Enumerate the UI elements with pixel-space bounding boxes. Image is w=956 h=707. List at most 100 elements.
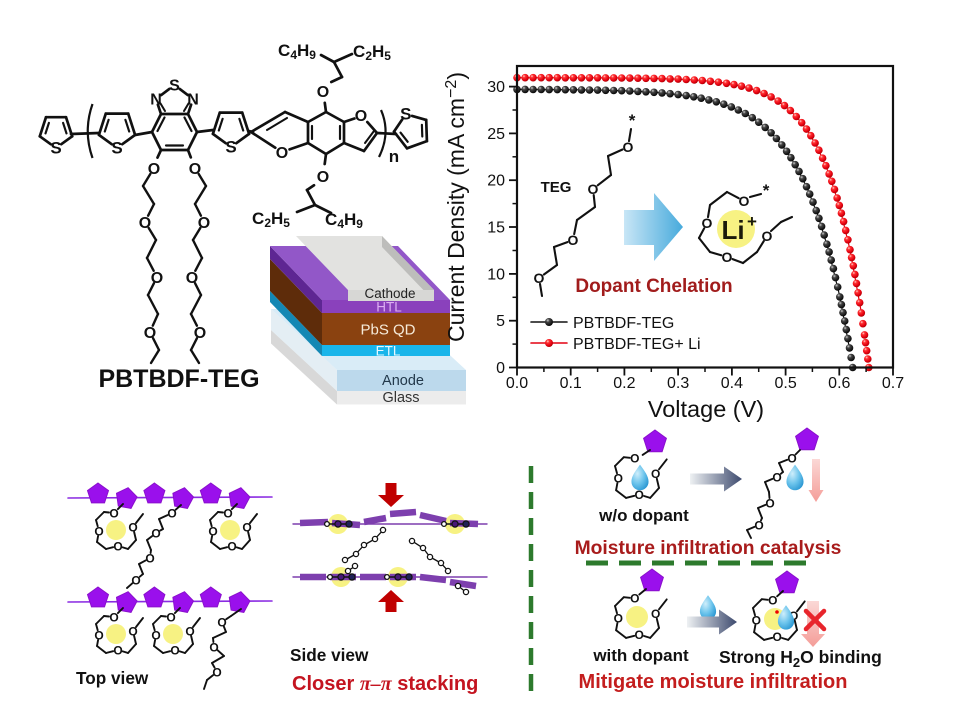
svg-text:0.4: 0.4 bbox=[721, 375, 743, 392]
svg-text:O: O bbox=[227, 539, 236, 553]
svg-text:5: 5 bbox=[496, 313, 505, 330]
svg-text:O: O bbox=[166, 610, 175, 624]
svg-text:O: O bbox=[167, 506, 176, 520]
svg-text:O: O bbox=[568, 232, 579, 248]
svg-text:N: N bbox=[150, 92, 162, 109]
svg-text:PbS QD: PbS QD bbox=[360, 321, 415, 338]
svg-text:Strong H2O binding: Strong H2O binding bbox=[719, 647, 882, 670]
svg-text:O: O bbox=[762, 228, 773, 244]
svg-text:Cathode: Cathode bbox=[364, 286, 415, 301]
svg-text:O: O bbox=[773, 630, 782, 644]
svg-text:O: O bbox=[194, 325, 206, 342]
svg-text:O: O bbox=[131, 573, 140, 587]
svg-text:n: n bbox=[389, 147, 399, 166]
svg-text:0.2: 0.2 bbox=[613, 375, 635, 392]
svg-text:O: O bbox=[148, 161, 160, 178]
svg-text:O: O bbox=[534, 270, 545, 286]
svg-text:O: O bbox=[765, 496, 774, 510]
svg-text:C4H9: C4H9 bbox=[278, 41, 316, 62]
svg-text:Side view: Side view bbox=[290, 645, 369, 665]
svg-text:with dopant: with dopant bbox=[592, 646, 689, 665]
svg-text:O: O bbox=[623, 139, 634, 155]
svg-text:O: O bbox=[789, 609, 798, 623]
svg-text:O: O bbox=[212, 665, 221, 679]
svg-text:HTL: HTL bbox=[376, 299, 402, 314]
svg-text:O: O bbox=[185, 624, 194, 638]
svg-text:0: 0 bbox=[496, 360, 505, 377]
svg-text:Anode: Anode bbox=[382, 373, 424, 389]
svg-text:O: O bbox=[651, 607, 660, 621]
svg-text:*: * bbox=[763, 181, 770, 200]
svg-text:O: O bbox=[722, 249, 733, 265]
svg-text:0.6: 0.6 bbox=[828, 375, 850, 392]
svg-text:20: 20 bbox=[487, 173, 505, 190]
svg-text:O: O bbox=[151, 270, 163, 287]
svg-text:O: O bbox=[614, 471, 623, 485]
svg-text:*: * bbox=[629, 111, 636, 130]
svg-text:O: O bbox=[208, 524, 217, 538]
svg-text:O: O bbox=[128, 520, 137, 534]
svg-text:O: O bbox=[772, 470, 781, 484]
svg-text:O: O bbox=[113, 539, 122, 553]
svg-text:O: O bbox=[94, 524, 103, 538]
svg-text:O: O bbox=[139, 215, 151, 232]
svg-text:O: O bbox=[276, 145, 288, 162]
svg-text:O: O bbox=[109, 506, 118, 520]
svg-text:Moisture infiltration catalysi: Moisture infiltration catalysis bbox=[575, 538, 842, 559]
svg-text:O: O bbox=[170, 643, 179, 657]
svg-text:O: O bbox=[113, 643, 122, 657]
svg-text:Glass: Glass bbox=[382, 390, 419, 406]
svg-text:O: O bbox=[702, 215, 713, 231]
svg-text:O: O bbox=[317, 84, 329, 101]
svg-text:O: O bbox=[189, 161, 201, 178]
svg-text:Current Density (mA cm−2): Current Density (mA cm−2) bbox=[443, 72, 469, 342]
svg-text:O: O bbox=[186, 270, 198, 287]
svg-text:0.1: 0.1 bbox=[560, 375, 582, 392]
svg-text:S: S bbox=[50, 139, 61, 158]
svg-text:0.5: 0.5 bbox=[774, 375, 796, 392]
svg-text:O: O bbox=[768, 594, 777, 608]
svg-text:N: N bbox=[187, 92, 199, 109]
svg-text:O: O bbox=[739, 193, 750, 209]
svg-text:10: 10 bbox=[487, 266, 505, 283]
svg-text:O: O bbox=[145, 551, 154, 565]
svg-text:O: O bbox=[630, 452, 639, 466]
svg-text:O: O bbox=[128, 624, 137, 638]
svg-text:15: 15 bbox=[487, 220, 505, 237]
svg-text:O: O bbox=[752, 613, 761, 627]
svg-text:0.0: 0.0 bbox=[506, 375, 528, 392]
svg-text:S: S bbox=[169, 78, 180, 95]
svg-text:Voltage (V): Voltage (V) bbox=[648, 396, 764, 422]
svg-text:O: O bbox=[151, 526, 160, 540]
svg-text:O: O bbox=[209, 640, 218, 654]
svg-text:Li: Li bbox=[721, 215, 744, 245]
svg-text:O: O bbox=[588, 181, 599, 197]
svg-text:Dopant Chelation: Dopant Chelation bbox=[575, 276, 732, 297]
svg-text:S: S bbox=[400, 105, 411, 124]
svg-text:O: O bbox=[94, 628, 103, 642]
svg-text:O: O bbox=[198, 215, 210, 232]
svg-text:O: O bbox=[754, 518, 763, 532]
svg-text:0.7: 0.7 bbox=[882, 375, 904, 392]
svg-text:O: O bbox=[109, 610, 118, 624]
svg-text:30: 30 bbox=[487, 79, 505, 96]
svg-text:PBTBDF-TEG+ Li: PBTBDF-TEG+ Li bbox=[573, 336, 701, 353]
svg-text:w/o dopant: w/o dopant bbox=[598, 506, 689, 525]
svg-text:PBTBDF-TEG: PBTBDF-TEG bbox=[573, 315, 674, 332]
svg-text:S: S bbox=[225, 138, 236, 157]
svg-text:+: + bbox=[747, 212, 757, 231]
svg-text:O: O bbox=[630, 592, 639, 606]
svg-text:O: O bbox=[635, 628, 644, 642]
svg-text:PBTBDF-TEG: PBTBDF-TEG bbox=[98, 365, 259, 393]
svg-text:C2H5: C2H5 bbox=[252, 209, 290, 230]
svg-text:TEG: TEG bbox=[541, 179, 572, 196]
svg-text:O: O bbox=[635, 488, 644, 502]
svg-text:O: O bbox=[787, 451, 796, 465]
svg-text:O: O bbox=[144, 325, 156, 342]
svg-text:O: O bbox=[614, 611, 623, 625]
svg-text:O: O bbox=[223, 506, 232, 520]
svg-text:Closer π–π stacking: Closer π–π stacking bbox=[292, 673, 478, 695]
svg-text:0.3: 0.3 bbox=[667, 375, 689, 392]
svg-text:O: O bbox=[217, 615, 226, 629]
svg-text:ETL: ETL bbox=[376, 343, 401, 358]
